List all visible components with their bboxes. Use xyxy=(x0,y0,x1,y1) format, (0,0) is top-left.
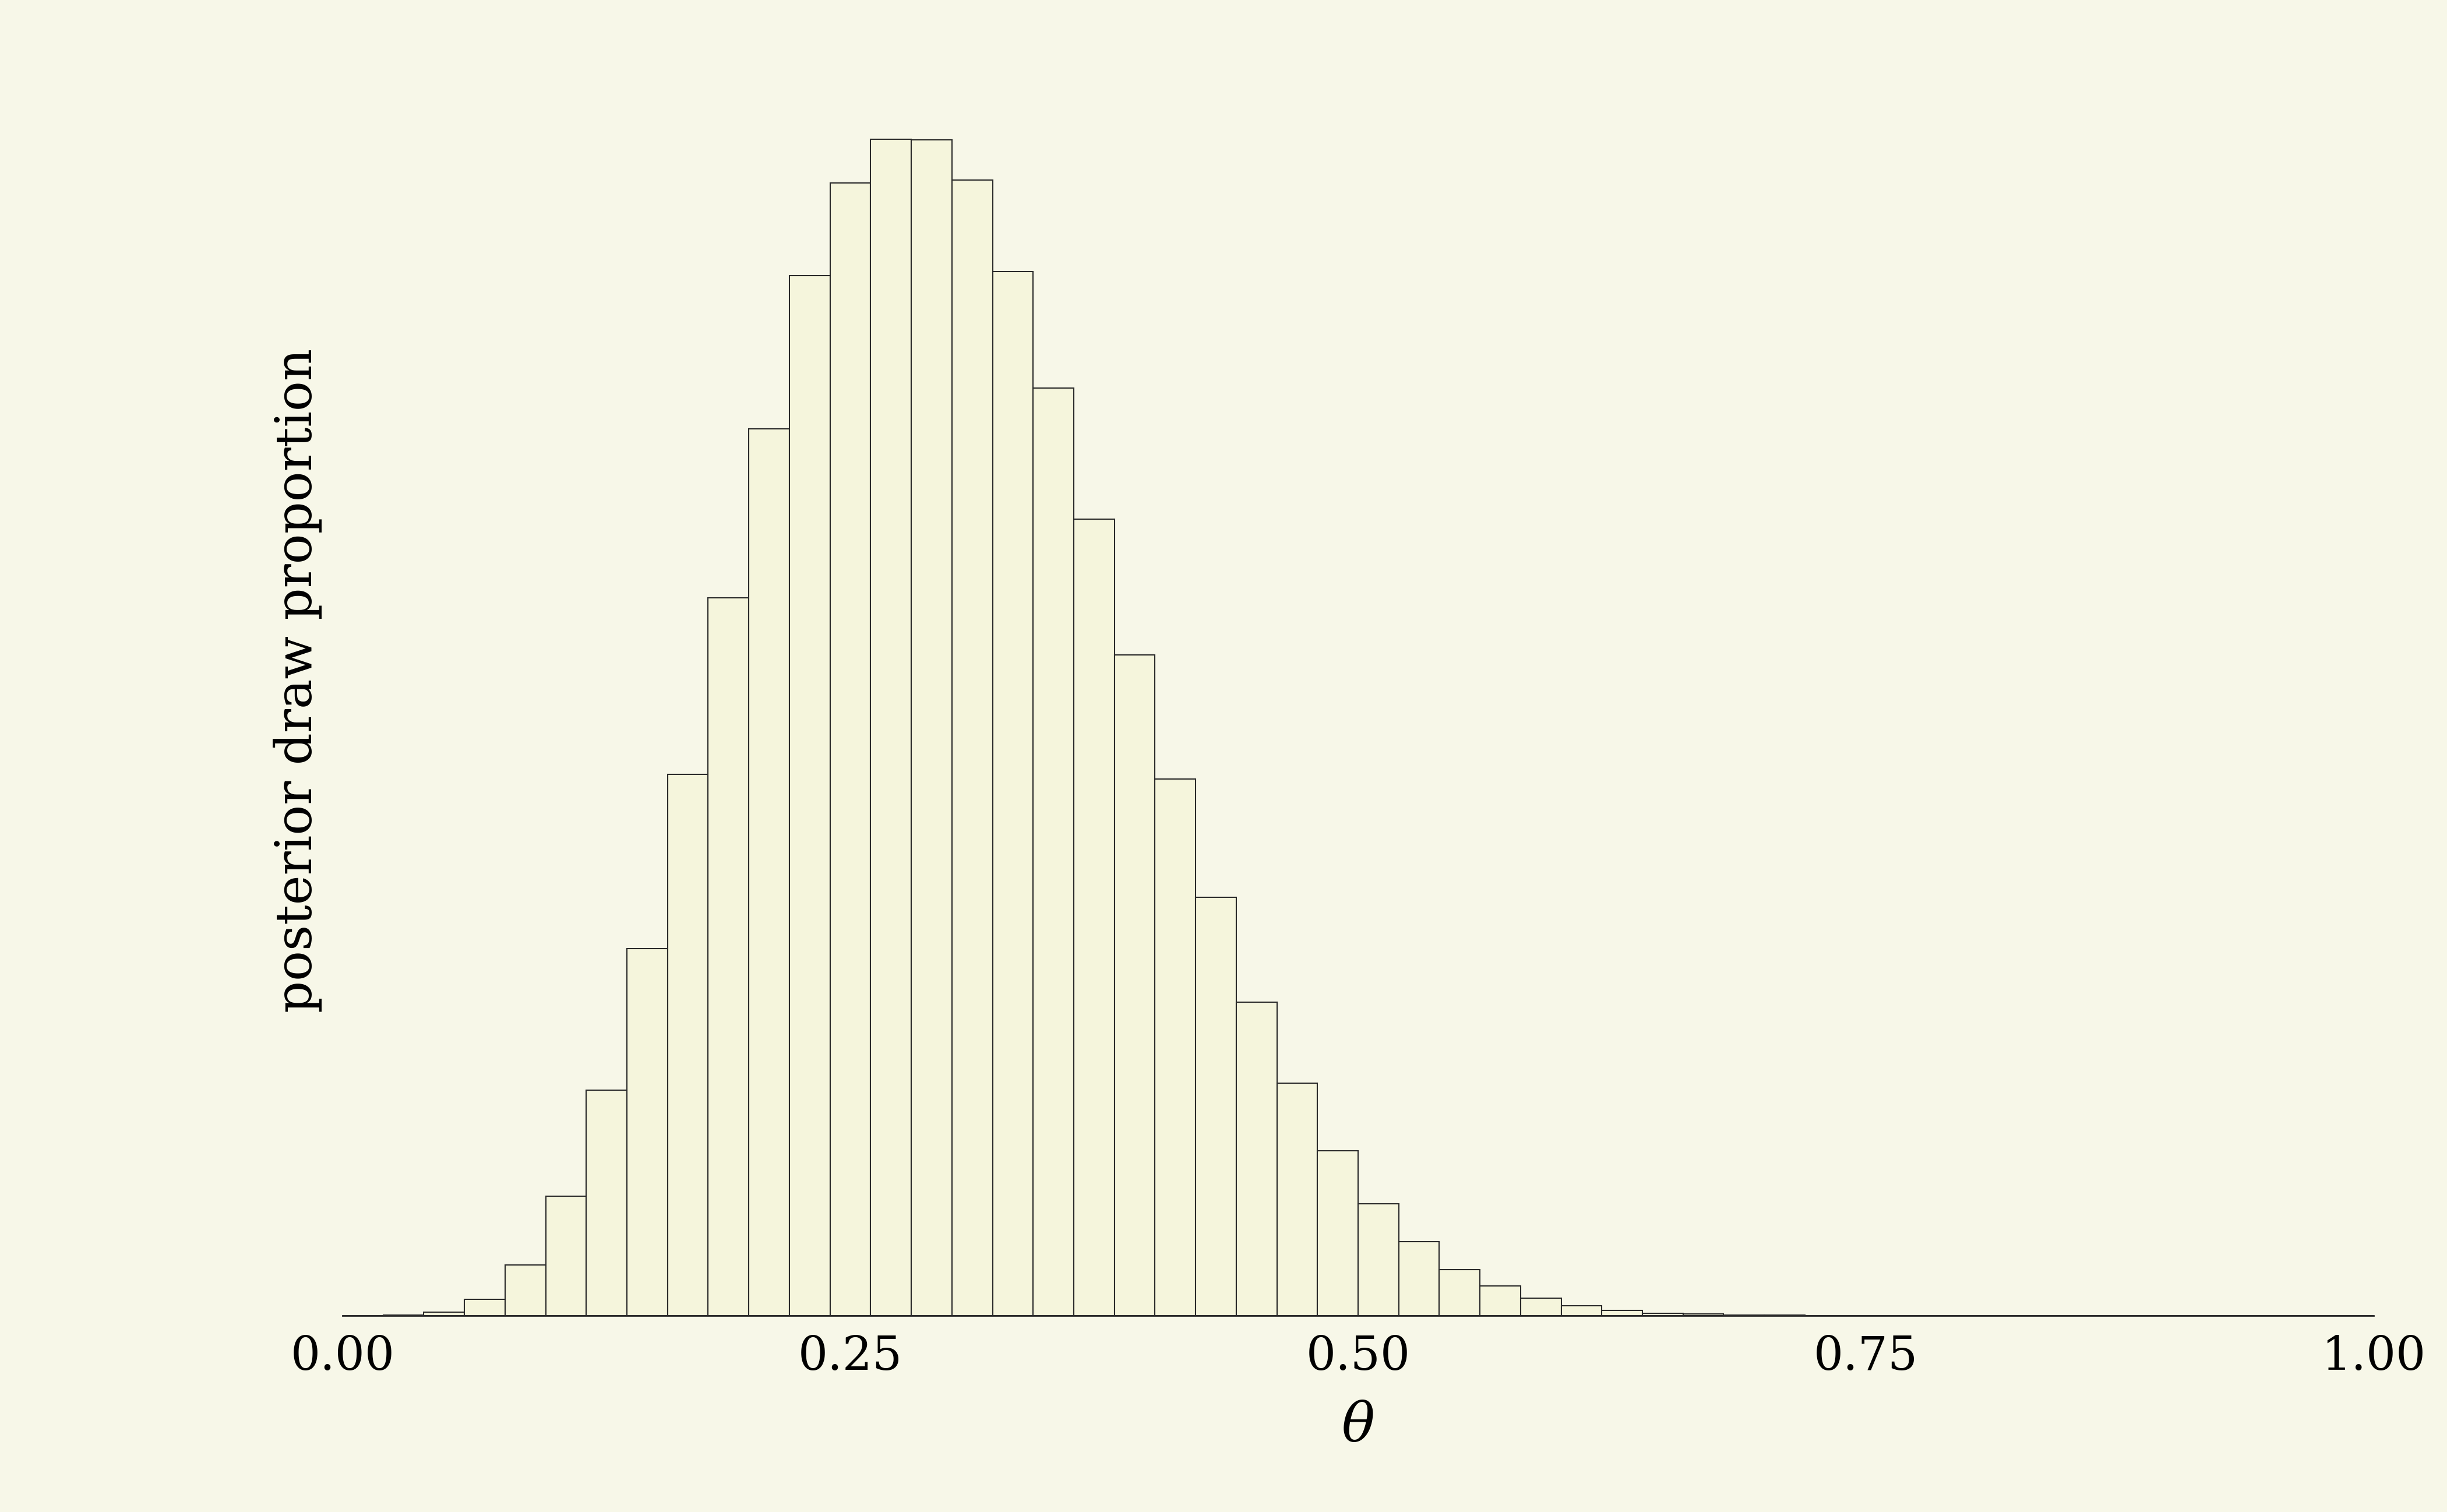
Bar xyxy=(1236,1002,1277,1315)
Bar xyxy=(1316,1151,1358,1315)
Bar xyxy=(910,141,952,1315)
Bar xyxy=(626,948,668,1315)
Bar xyxy=(1642,1312,1684,1315)
Bar xyxy=(587,1090,626,1315)
Y-axis label: posterior draw proportion: posterior draw proportion xyxy=(274,348,323,1013)
Bar xyxy=(1400,1241,1439,1315)
Bar xyxy=(1074,519,1113,1315)
Bar xyxy=(993,271,1033,1315)
Bar xyxy=(830,183,871,1315)
Bar xyxy=(1277,1083,1316,1315)
Bar xyxy=(1439,1270,1480,1315)
Bar xyxy=(1358,1204,1400,1315)
Bar xyxy=(1033,389,1074,1315)
Bar xyxy=(504,1264,546,1315)
X-axis label: θ: θ xyxy=(1341,1400,1375,1453)
Bar xyxy=(546,1196,587,1315)
Bar xyxy=(749,428,790,1315)
Bar xyxy=(668,774,707,1315)
Bar xyxy=(1520,1297,1561,1315)
Bar xyxy=(1480,1287,1520,1315)
Bar xyxy=(1155,779,1197,1315)
Bar xyxy=(1561,1306,1603,1315)
Bar xyxy=(423,1312,465,1315)
Bar xyxy=(952,180,993,1315)
Bar xyxy=(1113,655,1155,1315)
Bar xyxy=(1603,1311,1642,1315)
Bar xyxy=(707,597,749,1315)
Bar xyxy=(790,275,830,1315)
Bar xyxy=(465,1299,504,1315)
Bar xyxy=(1197,898,1236,1315)
Bar xyxy=(871,139,910,1315)
